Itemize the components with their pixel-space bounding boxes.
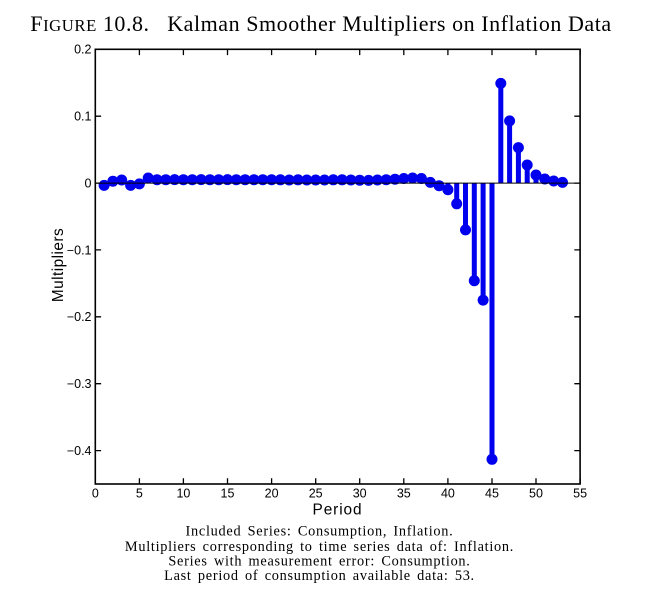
svg-text:−0.1: −0.1 (67, 243, 92, 257)
svg-text:Last period of consumption ava: Last period of consumption available dat… (164, 568, 475, 584)
svg-text:10: 10 (176, 487, 190, 501)
svg-text:40: 40 (441, 487, 455, 501)
svg-text:FIGURE 10.8. Kalman Smoother: FIGURE 10.8. Kalman Smoother Multipliers… (30, 11, 611, 36)
svg-text:0.2: 0.2 (74, 43, 91, 57)
svg-text:Period: Period (313, 501, 363, 518)
svg-text:0: 0 (92, 487, 99, 501)
svg-text:Multipliers corresponding to t: Multipliers corresponding to time series… (125, 539, 514, 555)
svg-text:20: 20 (265, 487, 279, 501)
svg-text:Included Series: Consumption,: Included Series: Consumption, Inflation. (186, 524, 454, 540)
svg-text:15: 15 (221, 487, 235, 501)
svg-text:Multipliers: Multipliers (50, 228, 67, 302)
svg-text:−0.2: −0.2 (67, 310, 92, 324)
svg-text:Series with measurement error:: Series with measurement error: Consumpti… (168, 553, 470, 569)
svg-text:55: 55 (573, 487, 587, 501)
svg-text:−0.3: −0.3 (67, 377, 92, 391)
svg-text:0: 0 (85, 177, 92, 191)
svg-text:30: 30 (353, 487, 367, 501)
svg-text:0.1: 0.1 (74, 110, 91, 124)
svg-text:25: 25 (309, 487, 323, 501)
svg-text:45: 45 (485, 487, 499, 501)
svg-text:50: 50 (529, 487, 543, 501)
svg-text:−0.4: −0.4 (67, 444, 92, 458)
svg-text:35: 35 (397, 487, 411, 501)
svg-text:5: 5 (136, 487, 143, 501)
